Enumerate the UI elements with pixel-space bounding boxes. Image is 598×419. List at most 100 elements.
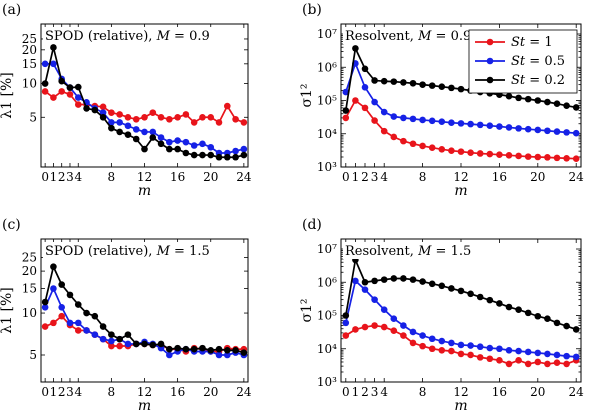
data-point — [544, 350, 551, 358]
data-point — [50, 60, 57, 68]
data-point — [108, 331, 115, 338]
data-point — [199, 113, 206, 121]
y-axis-label: λ1 [%] — [0, 287, 15, 333]
data-point — [99, 113, 107, 121]
data-point — [476, 121, 484, 129]
y-tick-label: 5 — [29, 110, 37, 124]
data-point — [524, 309, 532, 317]
data-point — [240, 145, 248, 153]
data-point — [224, 351, 231, 359]
data-point — [166, 145, 173, 153]
data-point — [409, 79, 417, 87]
data-point — [505, 346, 513, 354]
legend-swatch-marker — [486, 57, 494, 65]
y-tick-label: 10⁵ — [317, 309, 337, 323]
data-point — [409, 339, 417, 347]
data-point — [166, 351, 173, 359]
data-point — [448, 339, 455, 347]
y-tick-label: 10⁵ — [317, 94, 337, 108]
data-point — [199, 151, 206, 159]
x-tick-label: 2 — [361, 170, 369, 184]
data-point — [232, 147, 239, 155]
data-point — [448, 147, 455, 154]
data-point — [534, 97, 542, 104]
data-point — [563, 129, 570, 136]
data-point — [371, 322, 378, 329]
data-point — [215, 153, 223, 161]
x-tick-label: 3 — [371, 385, 379, 399]
data-point — [74, 83, 82, 91]
data-point — [409, 328, 417, 336]
data-point — [352, 277, 359, 285]
data-point — [457, 120, 465, 127]
x-axis-label: m — [454, 398, 467, 414]
data-point — [534, 358, 542, 366]
data-point — [141, 113, 148, 121]
data-point — [438, 146, 446, 153]
data-point — [141, 145, 148, 153]
title-background — [343, 27, 475, 44]
data-point — [553, 128, 561, 135]
y-axis-label: λ1 [%] — [0, 72, 15, 118]
data-point — [50, 94, 57, 101]
x-tick-label: 4 — [380, 385, 388, 399]
data-point — [380, 323, 388, 331]
data-point — [174, 137, 181, 144]
data-point — [207, 151, 215, 159]
data-point — [553, 154, 561, 162]
data-point — [50, 44, 57, 51]
data-point — [224, 347, 231, 354]
data-point — [83, 309, 90, 317]
data-point — [190, 142, 198, 149]
plot-frame — [340, 238, 582, 383]
x-tick-label: 24 — [236, 170, 252, 184]
data-point — [572, 104, 580, 111]
data-point — [215, 345, 223, 353]
y-tick-label: 10³ — [317, 160, 337, 174]
data-point — [448, 285, 455, 292]
data-point — [563, 322, 570, 330]
data-point — [457, 341, 465, 349]
legend-item: St = 0.2 — [475, 73, 565, 88]
data-point — [342, 312, 350, 319]
x-axis-label: m — [138, 183, 151, 199]
data-point — [553, 319, 561, 327]
data-point — [342, 319, 350, 327]
data-point — [352, 326, 359, 333]
data-point — [524, 360, 532, 368]
data-point — [166, 345, 173, 353]
x-tick-label: 3 — [66, 385, 74, 399]
data-point — [342, 88, 350, 96]
data-point — [132, 135, 140, 143]
data-point — [116, 111, 123, 118]
data-point — [157, 140, 165, 148]
data-point — [91, 331, 99, 338]
data-point — [199, 344, 206, 352]
data-point — [91, 312, 99, 320]
data-point — [515, 356, 522, 364]
data-point — [50, 319, 57, 327]
data-point — [553, 100, 561, 108]
y-tick-label: 10⁷ — [317, 27, 337, 41]
data-point — [149, 134, 157, 141]
data-point — [496, 300, 503, 307]
data-point — [400, 332, 407, 339]
data-point — [66, 291, 74, 299]
data-point — [400, 137, 407, 145]
data-point — [361, 65, 369, 73]
data-point — [390, 113, 398, 120]
panel-b: 0 1 2 3 4 8 12 16 20 2410³10⁴10⁵10⁶10⁷mσ1²(b)Reso… — [299, 2, 584, 199]
data-point — [207, 113, 215, 121]
panel-label: (a) — [2, 2, 21, 18]
data-point — [141, 128, 148, 136]
data-point — [174, 113, 181, 121]
data-point — [149, 109, 157, 116]
data-point — [563, 102, 570, 109]
legend-label: St = 0.2 — [511, 73, 565, 88]
data-point — [199, 140, 206, 148]
data-point — [224, 102, 231, 110]
data-point — [544, 360, 551, 368]
legend-item: St = 1 — [475, 35, 553, 50]
data-point — [371, 98, 378, 106]
